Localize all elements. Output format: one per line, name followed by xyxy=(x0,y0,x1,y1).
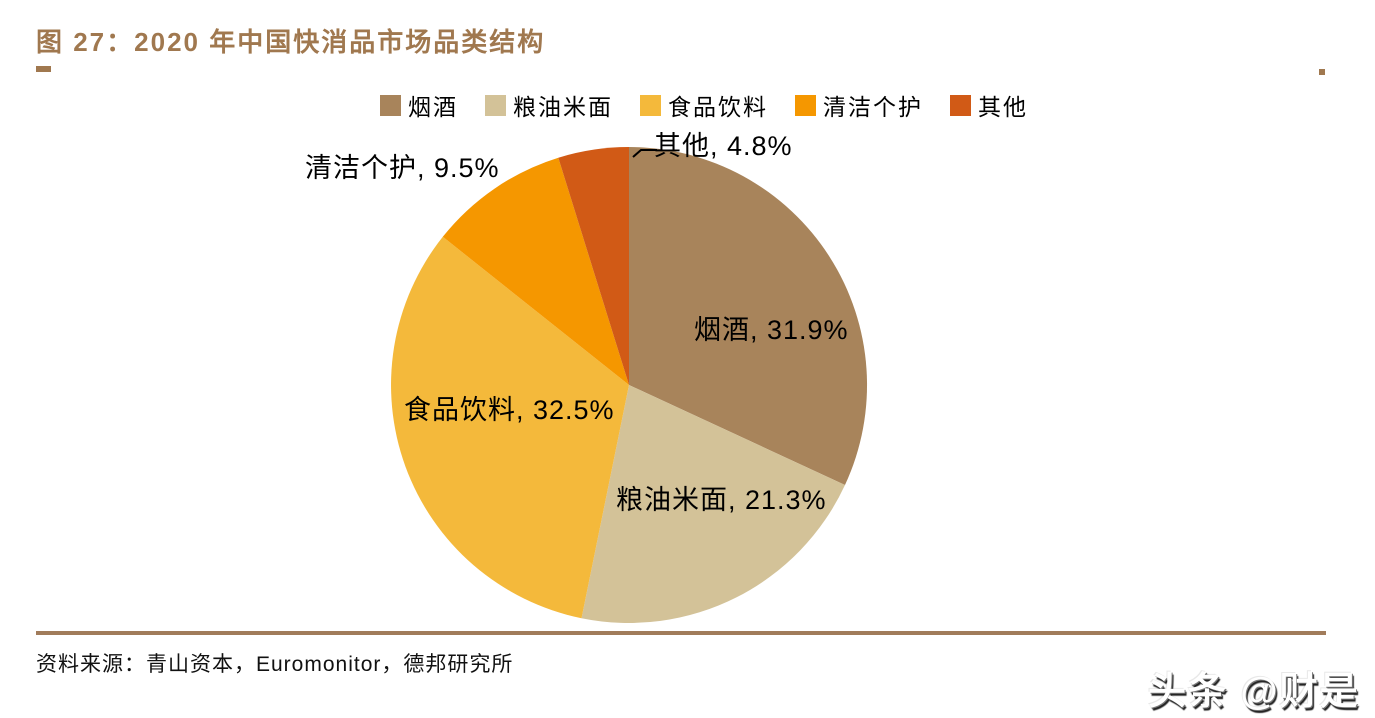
legend-item: 粮油米面 xyxy=(485,88,613,122)
legend-label: 烟酒 xyxy=(408,94,458,120)
footer-divider-line xyxy=(36,631,1326,635)
figure-title: 图 27：2020 年中国快消品市场品类结构 xyxy=(36,27,546,57)
slice-label-cleaning-personal-care: 清洁个护, 9.5% xyxy=(305,153,500,183)
other-label-leader-line xyxy=(632,149,657,158)
legend-swatch-icon xyxy=(640,94,661,116)
pie-slice-粮油米面 xyxy=(581,385,845,623)
legend-swatch-icon xyxy=(485,94,506,116)
pie-slice-其他 xyxy=(558,146,629,385)
title-underline-dash xyxy=(36,66,51,72)
source-note: 资料来源：青山资本，Euromonitor，德邦研究所 xyxy=(36,653,514,676)
legend: 烟酒 粮油米面 食品饮料 清洁个护 其他 xyxy=(380,88,1028,122)
legend-swatch-icon xyxy=(380,94,401,116)
legend-swatch-icon xyxy=(950,94,971,116)
watermark: 头条 @财是 xyxy=(1148,671,1360,713)
slice-label-food-beverage: 食品饮料, 32.5% xyxy=(404,395,615,425)
slice-label-grain-oil-rice: 粮油米面, 21.3% xyxy=(616,485,827,515)
slice-label-tobacco-alcohol: 烟酒, 31.9% xyxy=(694,315,849,345)
legend-label: 粮油米面 xyxy=(513,94,613,120)
pie-slice-清洁个护 xyxy=(442,157,629,385)
legend-swatch-icon xyxy=(795,94,816,116)
legend-label: 其他 xyxy=(978,94,1028,120)
header-corner-mark xyxy=(1319,69,1325,75)
legend-item: 烟酒 xyxy=(380,88,458,122)
slice-label-other: 其他, 4.8% xyxy=(654,131,793,161)
pie-slice-烟酒 xyxy=(629,146,868,485)
legend-label: 食品饮料 xyxy=(668,94,768,120)
legend-item: 清洁个护 xyxy=(795,88,923,122)
legend-label: 清洁个护 xyxy=(823,94,923,120)
legend-item: 其他 xyxy=(950,88,1028,122)
pie-slice-食品饮料 xyxy=(391,236,629,619)
legend-item: 食品饮料 xyxy=(640,88,768,122)
